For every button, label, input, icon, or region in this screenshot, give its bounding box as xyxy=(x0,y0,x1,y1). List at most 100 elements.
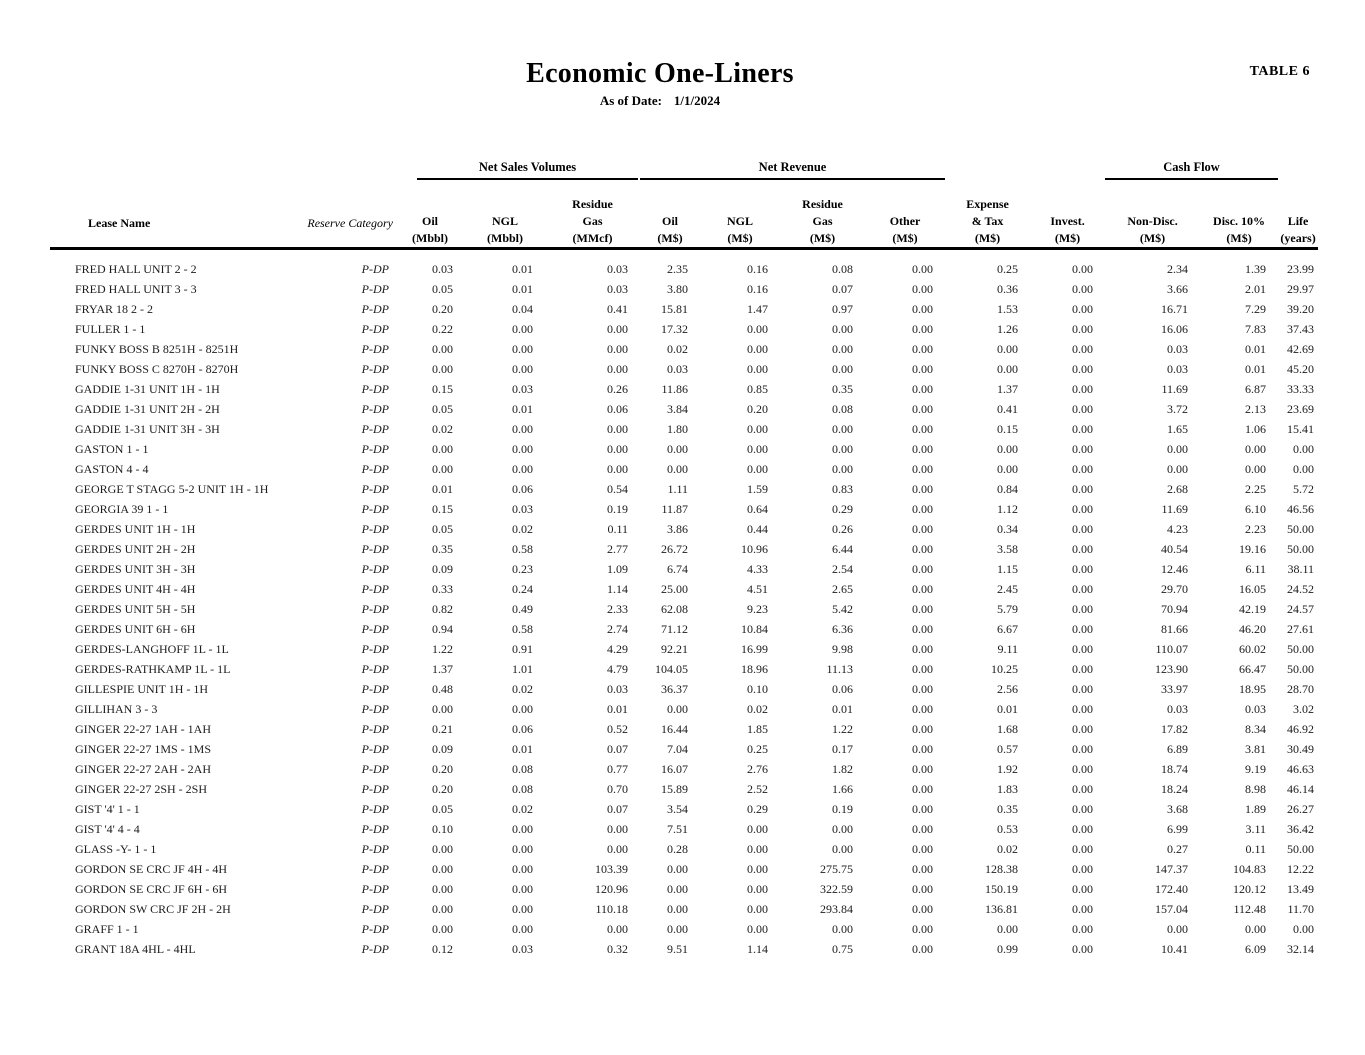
residue-gas-volume-cell: 110.18 xyxy=(595,902,629,916)
residue-gas-volume-cell: 0.54 xyxy=(607,482,629,496)
col-header-residue-gas-revenue: Residue Gas (M$) xyxy=(780,180,866,250)
lease-name-cell: GASTON 4 - 4 xyxy=(75,462,149,476)
reserve-category-cell: P-DP xyxy=(361,482,389,496)
ngl-volume-cell: 0.00 xyxy=(512,862,533,876)
lease-name-cell: FUNKY BOSS B 8251H - 8251H xyxy=(75,342,239,356)
cash-flow-disc-10-cell: 6.11 xyxy=(1245,562,1267,576)
cash-flow-non-disc-cell: 11.69 xyxy=(1161,382,1189,396)
col-header-label: Reserve Category xyxy=(307,216,393,230)
expense-tax-cell: 0.01 xyxy=(997,702,1019,716)
ngl-revenue-cell: 2.52 xyxy=(747,782,769,796)
cash-flow-non-disc-cell: 40.54 xyxy=(1161,542,1189,556)
col-header-units: (M$) xyxy=(1054,231,1081,245)
cash-flow-non-disc-cell: 3.68 xyxy=(1167,802,1189,816)
cash-flow-non-disc-cell: 81.66 xyxy=(1161,622,1189,636)
ngl-volume-cell: 0.06 xyxy=(512,722,533,736)
residue-gas-revenue-cell: 0.07 xyxy=(832,282,854,296)
ngl-volume-cell: 0.08 xyxy=(512,782,533,796)
oil-volume-cell: 0.00 xyxy=(432,702,453,716)
residue-gas-revenue-cell: 0.97 xyxy=(832,302,854,316)
oil-revenue-cell: 0.03 xyxy=(667,362,689,376)
reserve-category-cell: P-DP xyxy=(361,922,389,936)
cash-flow-non-disc-cell: 16.71 xyxy=(1161,302,1189,316)
cash-flow-disc-10-cell: 60.02 xyxy=(1239,642,1267,656)
oil-volume-cell: 0.09 xyxy=(432,562,453,576)
residue-gas-revenue-cell: 0.75 xyxy=(832,942,854,956)
other-revenue-cell: 0.00 xyxy=(912,642,934,656)
cash-flow-non-disc-cell: 123.90 xyxy=(1155,662,1189,676)
residue-gas-revenue-cell: 0.06 xyxy=(832,682,854,696)
other-revenue-cell: 0.00 xyxy=(912,502,934,516)
other-revenue-cell: 0.00 xyxy=(912,582,934,596)
oil-revenue-cell: 62.08 xyxy=(661,602,689,616)
cash-flow-disc-10-cell: 2.25 xyxy=(1245,482,1267,496)
residue-gas-volume-cell: 0.32 xyxy=(607,942,629,956)
oil-volume-cell: 0.10 xyxy=(432,822,453,836)
ngl-revenue-cell: 0.00 xyxy=(747,422,769,436)
lease-name-cell: GILLIHAN 3 - 3 xyxy=(75,702,158,716)
life-cell: 24.52 xyxy=(1287,582,1315,596)
oil-volume-cell: 0.22 xyxy=(432,322,453,336)
life-cell: 46.56 xyxy=(1287,502,1315,516)
residue-gas-volume-cell: 0.00 xyxy=(607,342,629,356)
as-of-date-line: As of Date: 1/1/2024 xyxy=(50,93,1270,109)
expense-tax-cell: 0.00 xyxy=(997,462,1019,476)
investment-cell: 0.00 xyxy=(1072,422,1094,436)
ngl-revenue-cell: 0.00 xyxy=(747,902,769,916)
ngl-revenue-cell: 0.10 xyxy=(747,682,769,696)
group-spacer xyxy=(50,152,395,180)
cash-flow-non-disc-cell: 10.41 xyxy=(1161,942,1189,956)
cash-flow-disc-10-cell: 0.01 xyxy=(1245,362,1267,376)
oil-volume-cell: 0.00 xyxy=(432,882,453,896)
table-row: GERDES UNIT 6H - 6H P-DP 0.94 0.58 2.74 71.12… xyxy=(50,619,1318,639)
cash-flow-disc-10-cell: 42.19 xyxy=(1239,602,1267,616)
oil-volume-cell: 0.12 xyxy=(432,942,453,956)
ngl-volume-cell: 0.91 xyxy=(512,642,533,656)
lease-name-cell: GINGER 22-27 2AH - 2AH xyxy=(75,762,211,776)
lease-name-cell: GASTON 1 - 1 xyxy=(75,442,149,456)
col-header-units: (Mbbl) xyxy=(487,231,523,245)
residue-gas-revenue-cell: 2.65 xyxy=(832,582,854,596)
other-revenue-cell: 0.00 xyxy=(912,842,934,856)
investment-cell: 0.00 xyxy=(1072,622,1094,636)
lease-name-cell: GADDIE 1-31 UNIT 3H - 3H xyxy=(75,422,220,436)
residue-gas-volume-cell: 0.00 xyxy=(607,462,629,476)
other-revenue-cell: 0.00 xyxy=(912,322,934,336)
residue-gas-revenue-cell: 0.19 xyxy=(832,802,854,816)
lease-name-cell: GLASS -Y- 1 - 1 xyxy=(75,842,157,856)
residue-gas-volume-cell: 1.09 xyxy=(607,562,629,576)
ngl-volume-cell: 0.00 xyxy=(512,322,533,336)
residue-gas-volume-cell: 0.00 xyxy=(607,842,629,856)
ngl-revenue-cell: 0.00 xyxy=(747,842,769,856)
residue-gas-volume-cell: 4.29 xyxy=(607,642,629,656)
investment-cell: 0.00 xyxy=(1072,402,1094,416)
life-cell: 11.70 xyxy=(1287,902,1315,916)
residue-gas-revenue-cell: 0.29 xyxy=(832,502,854,516)
report-header: Economic One-Liners As of Date: 1/1/2024 xyxy=(50,58,1270,109)
col-header-expense-tax: Expense & Tax (M$) xyxy=(945,180,1031,250)
lease-name-cell: GIST '4' 4 - 4 xyxy=(75,822,140,836)
life-cell: 50.00 xyxy=(1287,662,1315,676)
ngl-volume-cell: 0.01 xyxy=(512,262,533,276)
expense-tax-cell: 0.53 xyxy=(997,822,1019,836)
ngl-revenue-cell: 1.47 xyxy=(747,302,769,316)
group-spacer xyxy=(1278,152,1318,180)
lease-name-cell: GORDON SW CRC JF 2H - 2H xyxy=(75,902,231,916)
table-row: GERDES UNIT 2H - 2H P-DP 0.35 0.58 2.77 26.72… xyxy=(50,539,1318,559)
oil-revenue-cell: 7.51 xyxy=(667,822,689,836)
lease-name-cell: GERDES UNIT 5H - 5H xyxy=(75,602,196,616)
residue-gas-revenue-cell: 1.22 xyxy=(832,722,854,736)
lease-name-cell: FRED HALL UNIT 3 - 3 xyxy=(75,282,197,296)
residue-gas-revenue-cell: 11.13 xyxy=(826,662,854,676)
col-header-units: (M$) xyxy=(1139,231,1166,245)
life-cell: 42.69 xyxy=(1287,342,1315,356)
col-header-life: Life (years) xyxy=(1278,180,1319,250)
col-header-units: (years) xyxy=(1280,231,1316,245)
life-cell: 50.00 xyxy=(1287,642,1315,656)
reserve-category-cell: P-DP xyxy=(361,402,389,416)
cash-flow-disc-10-cell: 120.12 xyxy=(1233,882,1267,896)
ngl-volume-cell: 0.58 xyxy=(512,622,533,636)
lease-name-cell: GEORGIA 39 1 - 1 xyxy=(75,502,169,516)
investment-cell: 0.00 xyxy=(1072,562,1094,576)
ngl-volume-cell: 0.08 xyxy=(512,762,533,776)
